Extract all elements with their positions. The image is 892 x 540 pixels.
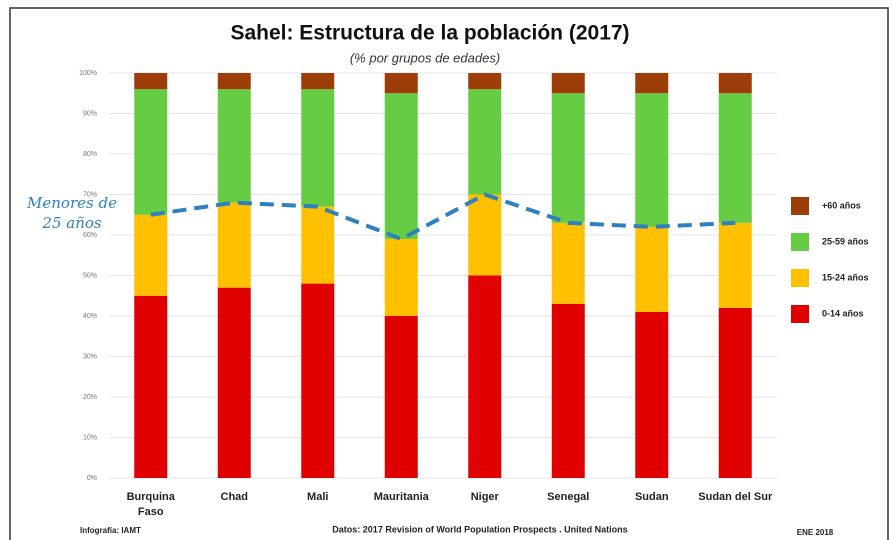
line-annotation: Menores de 25 años bbox=[26, 194, 117, 232]
x-tick-label: Burquina Faso bbox=[126, 491, 175, 518]
bar-segment bbox=[718, 222, 752, 308]
x-tick-label: Mali bbox=[307, 491, 329, 503]
bar-segment bbox=[635, 93, 669, 227]
y-tick-label: 90% bbox=[83, 110, 97, 117]
x-tick-label: Senegal bbox=[547, 491, 590, 503]
y-tick-label: 0% bbox=[87, 475, 97, 482]
bar-segment bbox=[551, 93, 585, 223]
line-series bbox=[150, 192, 736, 242]
bar-segment bbox=[134, 214, 168, 296]
y-tick-label: 30% bbox=[83, 353, 97, 360]
legend-label: 25-59 años bbox=[822, 236, 869, 246]
bar-segment bbox=[217, 89, 251, 203]
y-tick-label: 10% bbox=[83, 434, 97, 441]
y-tick-label: 60% bbox=[83, 232, 97, 239]
y-tick-label: 50% bbox=[83, 272, 97, 279]
footer-right: ENE 2018 bbox=[797, 528, 834, 537]
bar-segment bbox=[468, 194, 502, 276]
x-tick-label: Niger bbox=[470, 491, 499, 503]
y-tick-label: 70% bbox=[83, 191, 97, 198]
bar-segment bbox=[551, 222, 585, 304]
bar-segment bbox=[718, 307, 752, 478]
x-tick-label: Sudan del Sur bbox=[698, 491, 773, 503]
legend-swatch bbox=[791, 305, 809, 323]
bar-segment bbox=[301, 89, 335, 207]
x-tick-label: Sudan bbox=[634, 491, 669, 503]
chart-subtitle: (% por grupos de edades) bbox=[350, 50, 500, 65]
chart-title: Sahel: Estructura de la población (2017) bbox=[230, 22, 629, 45]
y-tick-label: 20% bbox=[83, 394, 97, 401]
bar-segment bbox=[718, 93, 752, 223]
bar-segment bbox=[384, 73, 418, 94]
bar-segment bbox=[718, 73, 752, 94]
footer-left: Infografía: IAMT bbox=[80, 526, 141, 535]
bar-segment bbox=[217, 73, 251, 90]
bar-segment bbox=[217, 202, 251, 288]
y-tick-label: 40% bbox=[83, 313, 97, 320]
y-tick-label: 100% bbox=[79, 70, 97, 77]
bar-segment bbox=[134, 295, 168, 478]
bar-segment bbox=[468, 73, 502, 90]
bar-segment bbox=[217, 287, 251, 478]
bar-segment bbox=[468, 275, 502, 478]
bar-segment bbox=[134, 73, 168, 90]
bar-segment bbox=[551, 73, 585, 94]
bar-segment bbox=[301, 206, 335, 284]
bar-segment bbox=[384, 93, 418, 240]
bar-segment bbox=[384, 239, 418, 316]
bar-segment bbox=[384, 316, 418, 478]
legend-swatch bbox=[791, 233, 809, 251]
legend-swatch bbox=[791, 197, 809, 215]
bar-segment bbox=[635, 311, 669, 478]
legend-label: 15-24 años bbox=[822, 272, 869, 282]
legend-label: 0-14 años bbox=[822, 308, 864, 318]
bar-segment bbox=[635, 73, 669, 94]
bar-segment bbox=[301, 73, 335, 90]
bar-segment bbox=[635, 226, 669, 312]
frame bbox=[9, 7, 889, 540]
legend-label: +60 años bbox=[822, 200, 861, 210]
x-tick-label: Mauritania bbox=[373, 491, 429, 503]
footer-center: Datos: 2017 Revision of World Population… bbox=[332, 524, 627, 534]
x-tick-label: Chad bbox=[220, 491, 249, 503]
bar-segment bbox=[551, 303, 585, 478]
bar-segment bbox=[468, 89, 502, 195]
bar-segment bbox=[301, 283, 335, 478]
y-tick-label: 80% bbox=[83, 151, 97, 158]
legend-swatch bbox=[791, 269, 809, 287]
bar-segment bbox=[134, 89, 168, 215]
